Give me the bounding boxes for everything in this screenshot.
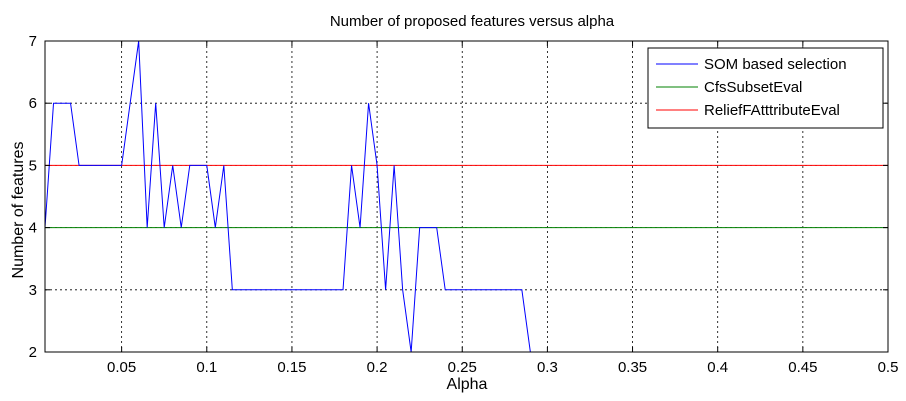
y-axis: 2 3 4 5 6 7 xyxy=(29,33,888,361)
x-tick-label: 0.15 xyxy=(277,359,306,376)
series-layer xyxy=(44,40,888,353)
x-tick-label: 0.3 xyxy=(537,359,558,376)
x-tick-label: 0.05 xyxy=(107,359,136,376)
x-tick-label: 0.25 xyxy=(448,359,477,376)
x-tick-label: 0.5 xyxy=(878,359,899,376)
legend: SOM based selection CfsSubsetEval ReliefFA… xyxy=(647,47,884,129)
chart-title: Number of proposed features versus alpha xyxy=(330,13,615,30)
x-tick-label: 0.45 xyxy=(788,359,817,376)
plot-frame xyxy=(44,40,889,353)
y-tick-label: 4 xyxy=(29,220,37,237)
y-axis-label: Number of features xyxy=(10,142,27,279)
x-tick-label: 0.2 xyxy=(367,359,388,376)
legend-label: CfsSubsetEval xyxy=(704,79,802,96)
y-tick-label: 5 xyxy=(29,157,37,174)
x-axis-label: Alpha xyxy=(447,376,488,393)
y-tick-label: 6 xyxy=(29,95,37,112)
y-tick-label: 7 xyxy=(29,33,37,50)
y-tick-label: 3 xyxy=(29,282,37,299)
legend-label: ReliefFAtttributeEval xyxy=(704,102,840,119)
y-tick-label: 2 xyxy=(29,344,37,361)
series-line-0 xyxy=(44,40,888,353)
x-axis: 0.05 0.1 0.15 0.2 0.25 0.3 0.35 0.4 0.45 0.5 xyxy=(107,41,898,376)
x-tick-label: 0.35 xyxy=(618,359,647,376)
legend-box xyxy=(647,47,884,129)
x-tick-label: 0.4 xyxy=(707,359,728,376)
x-tick-label: 0.1 xyxy=(196,359,217,376)
legend-label: SOM based selection xyxy=(704,56,847,73)
